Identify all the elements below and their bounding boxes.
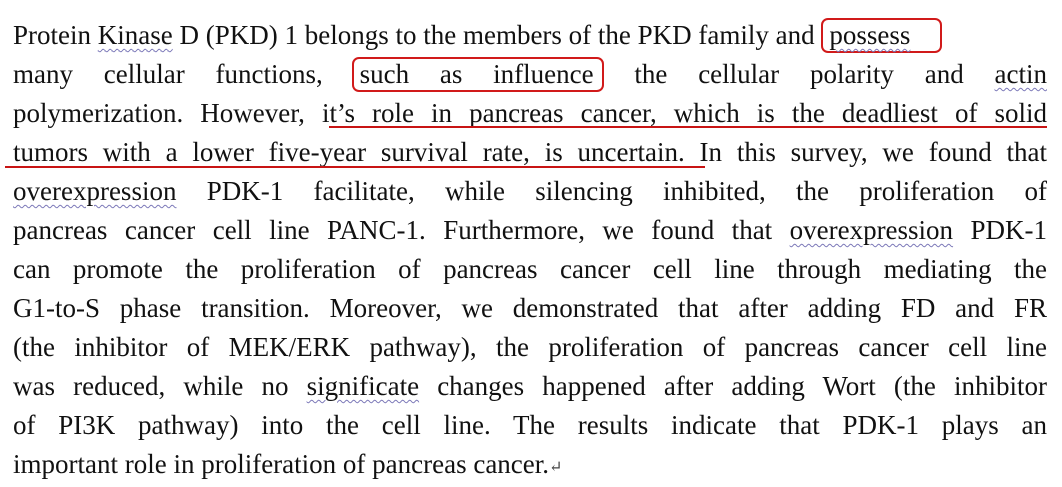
text-run: many cellular functions, [13,59,354,89]
text-line: can promote the proliferation of pancrea… [13,250,1047,288]
annotated-text: it’s role in pancreas cancer, which is t… [321,98,1048,128]
text-run: changes happened after adding Wort (the … [419,371,1047,401]
annotation-underline [5,166,705,168]
spellcheck-word[interactable]: significate [306,371,420,401]
text-run: PDK-1 facilitate, while silencing inhibi… [176,176,1047,206]
text-line: polymerization. However, it’s role in pa… [13,94,1047,132]
text-run: pancreas cancer cell line PANC-1. Furthe… [13,215,790,245]
text-run: (the inhibitor of MEK/ERK pathway), the … [13,332,1047,362]
annotation-box: such as influence [351,57,604,92]
spellcheck-word[interactable]: possess [829,20,911,50]
spellcheck-word[interactable]: actin [994,59,1047,89]
text-run: Protein [13,20,98,50]
paragraph-mark-icon: ↵ [549,459,563,476]
text-run: polymerization. However, [13,98,322,128]
text-line: of PI3K pathway) into the cell line. The… [13,406,1047,444]
annotated-text: such as influence [359,59,594,89]
annotation-underline [329,126,1047,128]
text-run: In this survey, we found that [684,137,1047,167]
spellcheck-word[interactable]: overexpression [13,176,177,206]
annotated-text: tumors with a lower five-year survival r… [13,137,685,167]
text-run: was reduced, while no [13,371,307,401]
spellcheck-word[interactable]: Kinase [97,20,173,50]
text-run: PDK-1 [953,215,1047,245]
text-run: D (PKD) 1 belongs to the members of the … [172,20,822,50]
text-run: the cellular polarity and [603,59,995,89]
text-run: of PI3K pathway) into the cell line. The… [13,410,1047,440]
annotation-box: possess [821,18,943,53]
text-line: Protein Kinase D (PKD) 1 belongs to the … [13,16,1047,54]
text-line: (the inhibitor of MEK/ERK pathway), the … [13,328,1047,366]
spellcheck-word[interactable]: overexpression [789,215,954,245]
text-line: important role in proliferation of pancr… [13,445,1047,483]
text-line: tumors with a lower five-year survival r… [13,133,1047,171]
text-run: important role in proliferation of pancr… [13,449,550,479]
text-run: G1-to-S phase transition. Moreover, we d… [13,293,1047,323]
text-line: overexpression PDK-1 facilitate, while s… [13,172,1047,210]
text-line: G1-to-S phase transition. Moreover, we d… [13,289,1047,327]
text-run: can promote the proliferation of pancrea… [13,254,1047,284]
text-line: pancreas cancer cell line PANC-1. Furthe… [13,211,1047,249]
text-line: many cellular functions, such as influen… [13,55,1047,93]
text-line: was reduced, while no significate change… [13,367,1047,405]
